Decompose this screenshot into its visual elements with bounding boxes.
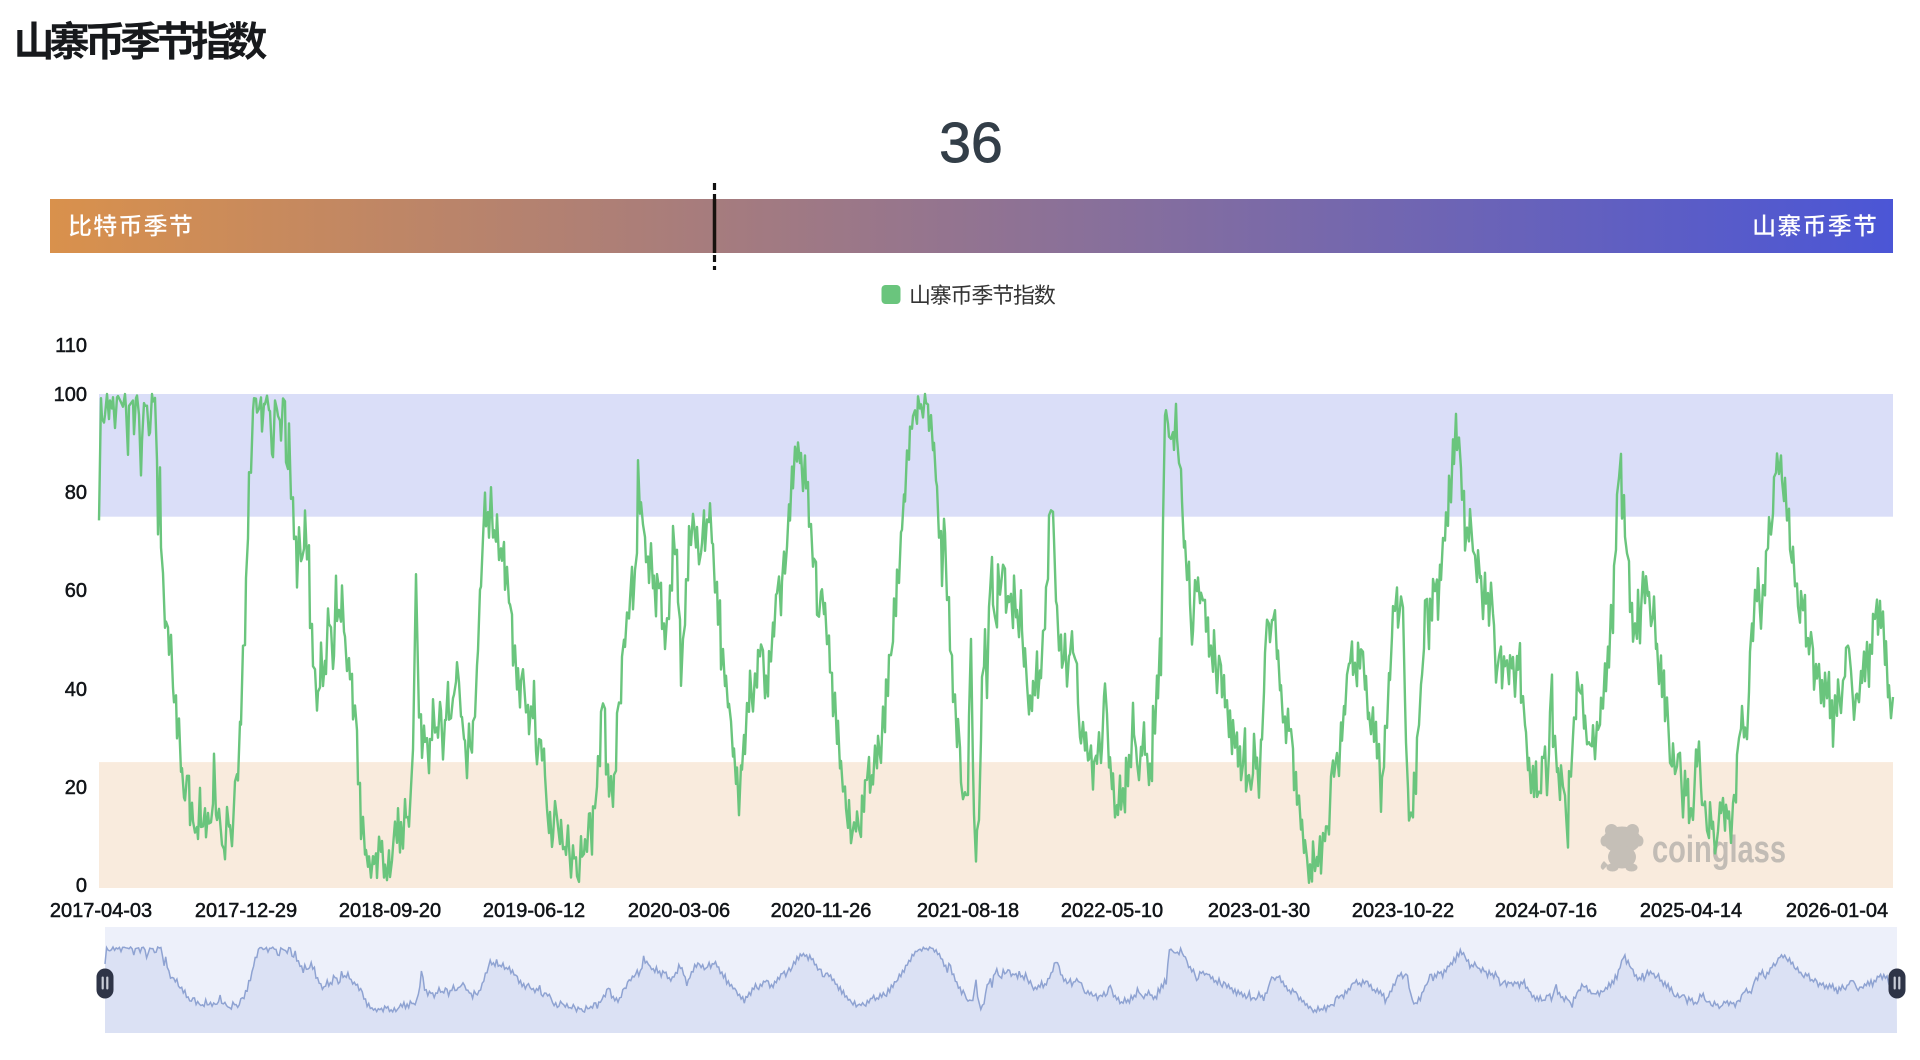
svg-text:2019-06-12: 2019-06-12 xyxy=(483,900,585,922)
svg-text:2023-10-22: 2023-10-22 xyxy=(1352,900,1454,922)
svg-text:80: 80 xyxy=(65,482,87,504)
svg-text:20: 20 xyxy=(65,777,87,799)
svg-text:2026-01-04: 2026-01-04 xyxy=(1786,900,1888,922)
svg-text:2024-07-16: 2024-07-16 xyxy=(1495,900,1597,922)
svg-text:36: 36 xyxy=(939,111,1002,175)
svg-text:2017-04-03: 2017-04-03 xyxy=(50,900,152,922)
svg-text:2017-12-29: 2017-12-29 xyxy=(195,900,297,922)
svg-text:40: 40 xyxy=(65,679,87,701)
svg-text:2023-01-30: 2023-01-30 xyxy=(1208,900,1310,922)
svg-text:2021-08-18: 2021-08-18 xyxy=(917,900,1019,922)
svg-text:2022-05-10: 2022-05-10 xyxy=(1061,900,1163,922)
svg-text:coinglass: coinglass xyxy=(1652,829,1786,871)
svg-text:100: 100 xyxy=(54,384,87,406)
svg-text:2018-09-20: 2018-09-20 xyxy=(339,900,441,922)
svg-text:0: 0 xyxy=(76,875,87,897)
svg-text:60: 60 xyxy=(65,580,87,602)
svg-text:2020-11-26: 2020-11-26 xyxy=(771,900,872,922)
svg-text:110: 110 xyxy=(55,335,87,357)
svg-text:2020-03-06: 2020-03-06 xyxy=(628,900,730,922)
svg-text:2025-04-14: 2025-04-14 xyxy=(1640,900,1742,922)
